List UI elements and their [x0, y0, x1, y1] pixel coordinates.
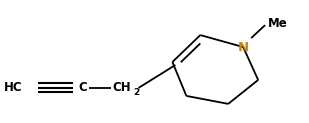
- Text: HC: HC: [4, 81, 23, 94]
- Text: N: N: [238, 41, 249, 54]
- Text: CH: CH: [112, 81, 131, 94]
- Text: 2: 2: [133, 88, 140, 97]
- Text: Me: Me: [268, 17, 288, 30]
- Text: C: C: [79, 81, 87, 94]
